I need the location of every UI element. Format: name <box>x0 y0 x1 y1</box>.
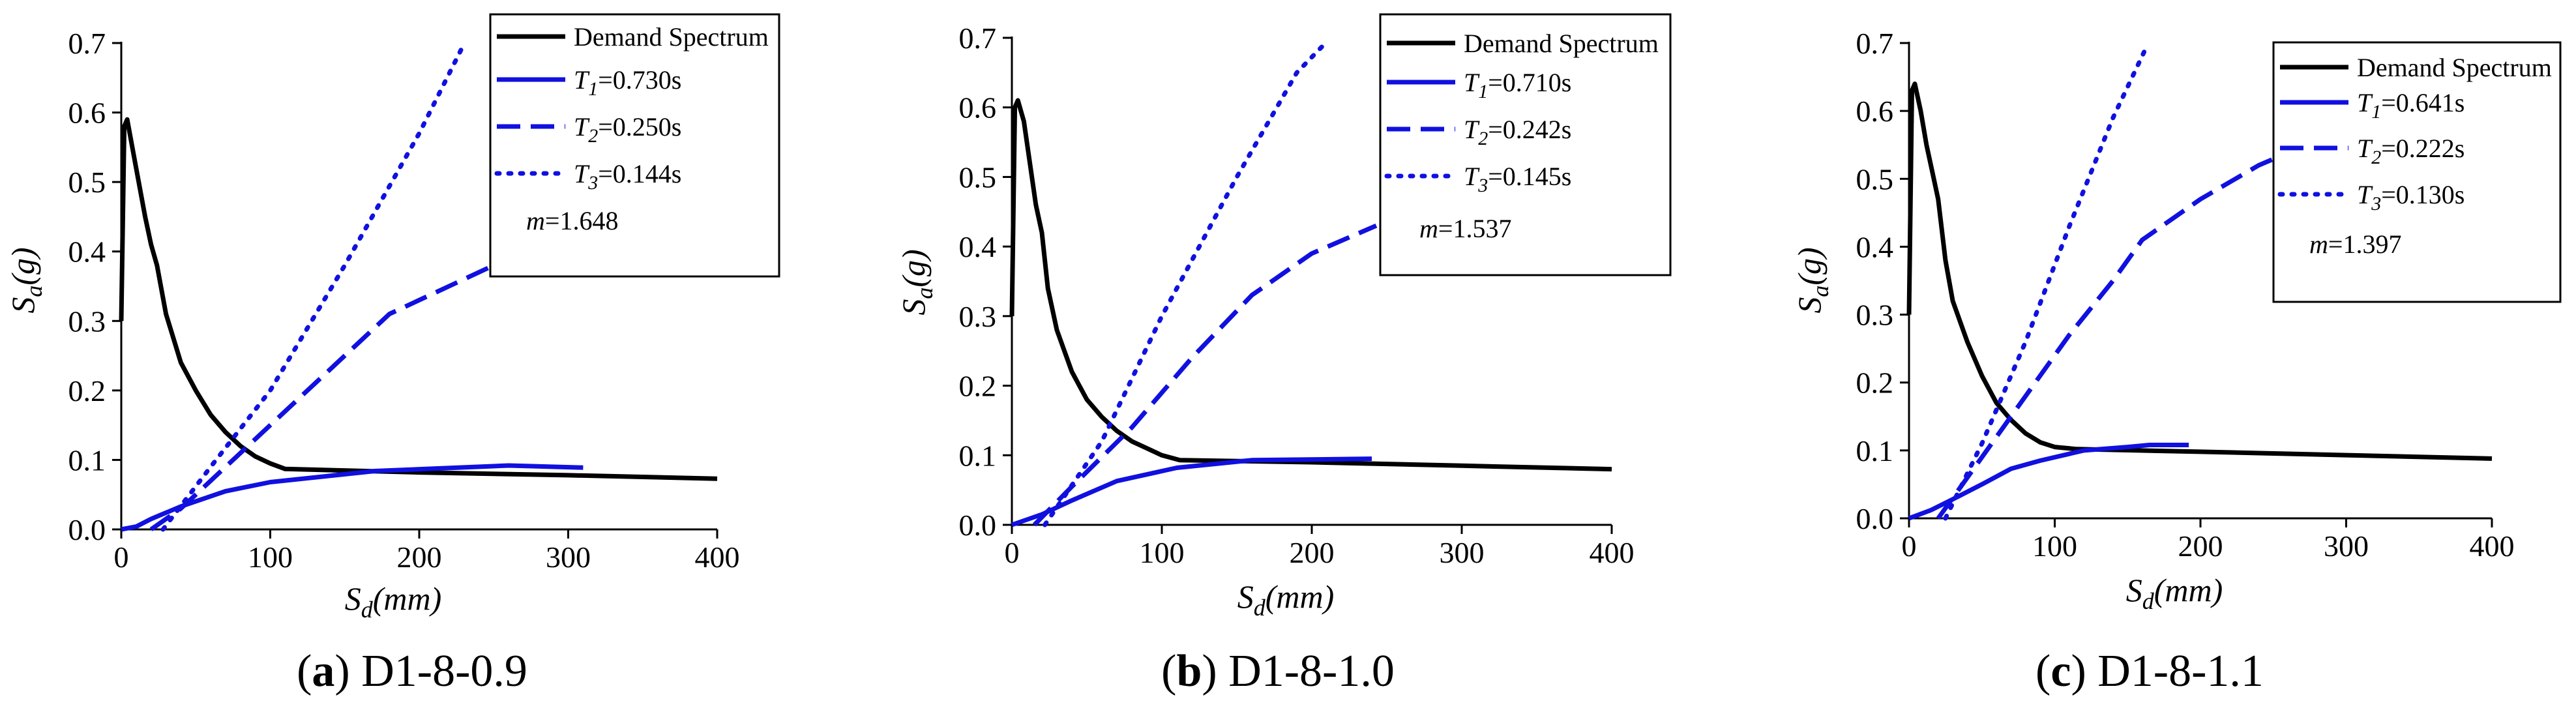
legend-m-value: m=1.537 <box>1419 214 1511 243</box>
legend-b: Demand Spectrum T1=0.710s T2=0.242s T3=0… <box>1379 13 1672 276</box>
y-tick-label: 0.6 <box>1856 95 1894 128</box>
x-tick-label: 100 <box>248 540 293 574</box>
caption-b: (b) D1-8-1.0 <box>1161 646 1395 696</box>
y-tick-label: 0.5 <box>959 160 997 194</box>
panel-b: 0 100 200 300 400 0.0 0.1 0.2 0.3 0.4 0.5 0.6 0.7 Sd(… <box>895 13 1672 696</box>
x-axis-label: Sd(mm) <box>1237 578 1335 621</box>
x-tick-label: 400 <box>1590 536 1635 569</box>
axes-c: 0 100 200 300 400 0.0 0.1 0.2 0.3 0.4 0.5 0.6 0.7 Sd(… <box>1791 27 2515 614</box>
y-tick-label: 0.7 <box>959 22 997 55</box>
y-tick-label: 0.5 <box>1856 162 1894 196</box>
x-tick-label: 0 <box>1005 536 1020 569</box>
series-line-demand-spectrum <box>119 117 718 481</box>
caption-a: (a) D1-8-0.9 <box>297 646 527 696</box>
y-tick-label: 0.0 <box>959 509 997 542</box>
y-tick-label: 0.3 <box>959 300 997 333</box>
panel-a: 0 100 200 300 400 0.0 0.1 0.2 0.3 0.4 0.5 0.6 0.7 Sd(… <box>5 13 780 696</box>
y-tick-label: 0.2 <box>1856 366 1894 400</box>
y-tick-label: 0.4 <box>1856 230 1894 263</box>
legend-label-demand: Demand Spectrum <box>2357 53 2552 82</box>
x-tick-label: 0 <box>114 540 129 574</box>
x-tick-label: 100 <box>2032 529 2077 563</box>
legend-label-t2: T2=0.242s <box>1464 115 1571 149</box>
series-line-demand-spectrum <box>1009 98 1612 472</box>
series-line-t2 <box>1936 149 2292 520</box>
legend-m-value: m=1.397 <box>2309 229 2401 259</box>
y-tick-label: 0.2 <box>68 374 106 407</box>
legend-label-demand: Demand Spectrum <box>1464 29 1659 58</box>
legend-label-t3: T3=0.144s <box>574 159 681 194</box>
y-tick-label: 0.1 <box>959 439 997 472</box>
legend-c: Demand Spectrum T1=0.641s T2=0.222s T3=0… <box>2272 41 2562 303</box>
x-tick-label: 400 <box>695 540 740 574</box>
y-tick-label: 0.6 <box>959 91 997 125</box>
series-line-t2 <box>149 249 522 531</box>
y-tick-label: 0.7 <box>68 27 106 60</box>
y-axis-label: Sa(g) <box>1791 247 1833 313</box>
legend-label-t3: T3=0.130s <box>2357 180 2465 214</box>
legend-label-t1: T1=0.710s <box>1464 68 1571 102</box>
y-tick-label: 0.0 <box>1856 502 1894 535</box>
series-line-t2 <box>1032 223 1378 527</box>
y-axis-label: Sa(g) <box>5 247 47 313</box>
series-line-t3 <box>1043 42 1326 527</box>
x-tick-label: 300 <box>2324 529 2369 563</box>
legend-box <box>2272 41 2562 303</box>
legend-label-t1: T1=0.641s <box>2357 88 2465 123</box>
x-axis-label: Sd(mm) <box>2126 572 2223 614</box>
y-tick-label: 0.7 <box>1856 27 1894 60</box>
legend-label-t2: T2=0.222s <box>2357 134 2465 168</box>
x-tick-label: 0 <box>1902 529 1917 563</box>
y-axis-label: Sa(g) <box>895 249 938 315</box>
x-tick-label: 300 <box>546 540 591 574</box>
x-axis-label: Sd(mm) <box>345 580 442 623</box>
x-tick-label: 200 <box>1290 536 1335 569</box>
caption-c: (c) D1-8-1.1 <box>2036 646 2264 696</box>
plot-area-b <box>1009 42 1612 527</box>
legend-m-value: m=1.648 <box>526 206 618 235</box>
x-tick-label: 300 <box>1440 536 1485 569</box>
series-line-t1 <box>121 463 584 532</box>
legend-label-t2: T2=0.250s <box>574 112 681 147</box>
y-tick-label: 0.5 <box>68 166 106 199</box>
x-tick-label: 200 <box>397 540 442 574</box>
x-tick-label: 200 <box>2178 529 2223 563</box>
legend-box <box>489 13 780 278</box>
y-tick-label: 0.3 <box>68 304 106 338</box>
series-line-t3 <box>160 48 464 532</box>
legend-label-demand: Demand Spectrum <box>574 22 769 52</box>
y-tick-label: 0.1 <box>1856 434 1894 467</box>
plot-area-c <box>1906 47 2493 521</box>
x-tick-label: 100 <box>1140 536 1185 569</box>
y-tick-label: 0.4 <box>68 235 106 269</box>
y-tick-label: 0.4 <box>959 230 997 263</box>
legend-label-t1: T1=0.730s <box>574 65 681 100</box>
x-tick-label: 400 <box>2470 529 2515 563</box>
axes-b: 0 100 200 300 400 0.0 0.1 0.2 0.3 0.4 0.5 0.6 0.7 Sd(… <box>895 22 1635 621</box>
y-tick-label: 0.6 <box>68 96 106 130</box>
y-tick-label: 0.0 <box>68 513 106 546</box>
y-tick-label: 0.1 <box>68 443 106 477</box>
y-tick-label: 0.3 <box>1856 299 1894 332</box>
axes-a: 0 100 200 300 400 0.0 0.1 0.2 0.3 0.4 0.5 0.6 0.7 Sd(… <box>5 27 740 623</box>
legend-box <box>1379 13 1672 276</box>
legend-a: Demand Spectrum T1=0.730s T2=0.250s T3=0… <box>489 13 780 278</box>
series-line-demand-spectrum <box>1906 81 2493 461</box>
legend-label-t3: T3=0.145s <box>1464 162 1571 196</box>
panel-c: 0 100 200 300 400 0.0 0.1 0.2 0.3 0.4 0.5 0.6 0.7 Sd(… <box>1791 27 2562 696</box>
series-line-t3 <box>1943 47 2148 521</box>
y-tick-label: 0.2 <box>959 370 997 403</box>
series-line-t1 <box>1908 443 2189 521</box>
plot-area-a <box>119 48 718 532</box>
